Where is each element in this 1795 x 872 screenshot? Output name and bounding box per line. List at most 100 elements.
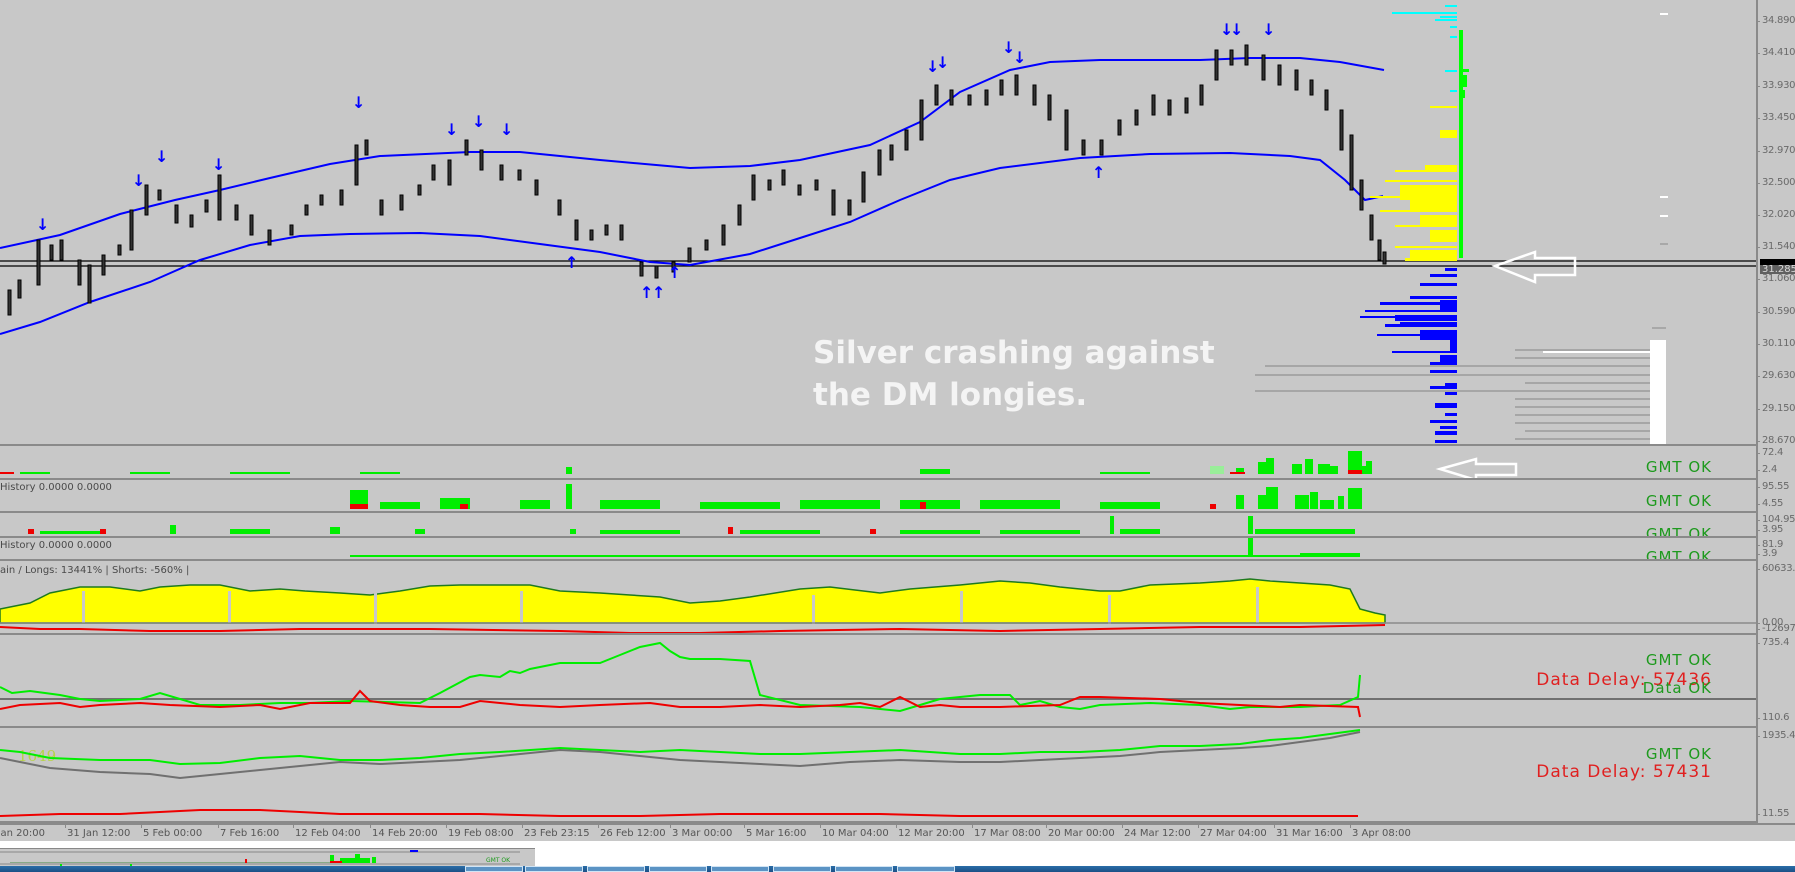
panel-label: History 0.0000 0.0000 <box>0 482 112 493</box>
data-delay-warning: Data Delay: 57431 <box>1536 762 1712 782</box>
red-line <box>0 809 1358 817</box>
time-label: 31 Mar 16:00 <box>1274 824 1343 839</box>
svg-text:↓: ↓ <box>1220 20 1233 39</box>
taskbar-button[interactable] <box>897 866 955 872</box>
longs-shorts-panel[interactable]: ain / Longs: 13441% | Shorts: -560% | <box>0 561 1756 635</box>
price-chart-svg: ↓↓↓ ↓↓↓ ↓ ↓↓ ↓↓↓ ↓↓ ↓ ↑↑↑ ↑↑ <box>0 5 1756 444</box>
svg-text:↓: ↓ <box>36 215 49 234</box>
panel-6-axis: 735.4 110.6 <box>1756 635 1795 728</box>
taskbar-button[interactable] <box>465 866 523 872</box>
taskbar-button[interactable] <box>649 866 707 872</box>
axis-zero: 0.00 <box>1756 617 1784 628</box>
gmt-status: GMT OK <box>1645 745 1712 763</box>
price-axis[interactable]: 34.890 34.410 33.930 33.450 32.970 32.50… <box>1756 0 1795 446</box>
taskbar-button[interactable] <box>587 866 645 872</box>
chart-annotation: Silver crashing against the DM longies. <box>813 332 1215 416</box>
order-level-lines <box>1255 349 1666 440</box>
os-taskbar[interactable] <box>0 866 1795 872</box>
svg-text:↓: ↓ <box>352 93 365 112</box>
axis-max: 95.55 <box>1756 481 1790 492</box>
axis-max: 60633. <box>1756 563 1795 574</box>
sell-signal-arrows: ↓↓↓ ↓↓↓ ↓ ↓↓ ↓↓↓ ↓↓ ↓ <box>36 20 1275 234</box>
price-callout-arrow-icon <box>1491 250 1577 284</box>
data-delay-warning: Data Delay: 57436 <box>1536 670 1712 690</box>
axis-min: 3.95 <box>1756 524 1784 535</box>
axis-max: 735.4 <box>1756 637 1790 648</box>
price-label: 33.450 <box>1756 112 1795 123</box>
gmt-status: GMT OK <box>1645 651 1712 669</box>
volume-profile-top <box>1392 5 1457 92</box>
taskbar-button[interactable] <box>711 866 769 872</box>
svg-text:↑: ↑ <box>640 283 653 302</box>
indicator-panel-3[interactable]: GMT OK <box>0 513 1756 538</box>
time-label: 5 Feb 00:00 <box>140 824 203 839</box>
axis-max: 1935.45 <box>1756 730 1795 741</box>
svg-text:↑: ↑ <box>565 253 578 272</box>
time-label: 7 Feb 16:00 <box>217 824 280 839</box>
price-label: 32.500 <box>1756 177 1795 188</box>
indicator-panel-4[interactable]: History 0.0000 0.0000 GMT OK <box>0 538 1756 561</box>
taskbar-button[interactable] <box>525 866 583 872</box>
axis-min: 11.55 <box>1756 808 1790 819</box>
time-label: 3 Apr 08:00 <box>1350 824 1411 839</box>
annotation-line-1: Silver crashing against <box>813 335 1215 371</box>
indicator-panel-2[interactable]: History 0.0000 0.0000 GMT OK <box>0 480 1756 513</box>
svg-text:↑: ↑ <box>668 263 681 282</box>
svg-text:↓: ↓ <box>132 171 145 190</box>
indicator-panel-6[interactable]: GMT OK Data Delay: 57436 Data OK <box>0 635 1756 728</box>
indicator-panel-7[interactable]: 1649 GMT OK Data Delay: 57431 <box>0 728 1756 823</box>
svg-text:↓: ↓ <box>1230 20 1243 39</box>
svg-text:↓: ↓ <box>212 155 225 174</box>
candlesticks <box>7 44 1387 316</box>
time-label: 24 Mar 12:00 <box>1122 824 1191 839</box>
longs-area <box>0 578 1386 624</box>
panel-5-axis: 60633. 0.00 -12697 <box>1756 561 1795 635</box>
time-label: 23 Feb 23:15 <box>522 824 590 839</box>
svg-text:↓: ↓ <box>445 120 458 139</box>
time-label: 12 Mar 20:00 <box>896 824 965 839</box>
current-price-label: 31.285 <box>1760 265 1795 275</box>
taskbar-button[interactable] <box>773 866 831 872</box>
line-chart-6 <box>0 641 1756 718</box>
svg-text:↓: ↓ <box>926 57 939 76</box>
axis-max: 104.95 <box>1756 514 1795 525</box>
red-line <box>0 689 1361 718</box>
taskbar-button[interactable] <box>835 866 893 872</box>
svg-text:↓: ↓ <box>472 112 485 131</box>
gmt-status: GMT OK <box>1645 458 1712 476</box>
time-label: 19 Feb 08:00 <box>446 824 514 839</box>
time-label: 26 Feb 12:00 <box>598 824 666 839</box>
svg-text:↓: ↓ <box>155 147 168 166</box>
histogram-1 <box>0 451 1518 478</box>
shorts-line <box>0 624 1386 633</box>
volume-profile-marker <box>1459 30 1469 258</box>
gmt-status: GMT OK <box>1645 492 1712 510</box>
secondary-chart-window[interactable]: GMT OK <box>0 848 536 867</box>
annotation-line-2: the DM longies. <box>813 377 1088 413</box>
time-label: 20 Mar 00:00 <box>1046 824 1115 839</box>
axis-min: 3.9 <box>1756 548 1778 559</box>
histogram-2 <box>350 484 1362 509</box>
green-line <box>0 729 1361 766</box>
price-label: 32.970 <box>1756 145 1795 156</box>
longs-shorts-label: ain / Longs: 13441% | Shorts: -560% | <box>0 565 190 576</box>
time-axis[interactable]: 3 Jan 20:00 31 Jan 12:00 5 Feb 00:00 7 F… <box>0 823 1795 841</box>
svg-text:↓: ↓ <box>1262 20 1275 39</box>
line-chart-7: 1649 <box>0 729 1361 817</box>
buy-signal-arrows: ↑↑↑ ↑↑ <box>565 163 1105 302</box>
lower-band-line <box>0 151 1384 335</box>
axis-max: 72.4 <box>1756 447 1784 458</box>
time-label: 3 Jan 20:00 <box>0 828 45 839</box>
indicator-panel-1[interactable]: GMT OK <box>0 446 1756 480</box>
svg-text:↓: ↓ <box>500 120 513 139</box>
time-label: 17 Mar 08:00 <box>972 824 1041 839</box>
svg-text:↑: ↑ <box>652 283 665 302</box>
time-label: 14 Feb 20:00 <box>370 824 438 839</box>
svg-text:↓: ↓ <box>936 53 949 72</box>
bid-price-marker <box>1760 259 1795 266</box>
main-price-panel[interactable]: ↓ ↓ ↓ ↓ ↓ ↓ ↓ ↓ ↓ ↓ ↓ ↓ ↓ ↓ ↓ ↑ ↑ ↑ ↑ ↑ <box>0 0 1756 446</box>
panel-1-axis: 72.4 2.4 <box>1756 446 1795 480</box>
panel-3-axis: 104.95 3.95 <box>1756 513 1795 538</box>
axis-min: -12697 <box>1757 623 1795 634</box>
mini-histogram: GMT OK <box>0 850 520 867</box>
